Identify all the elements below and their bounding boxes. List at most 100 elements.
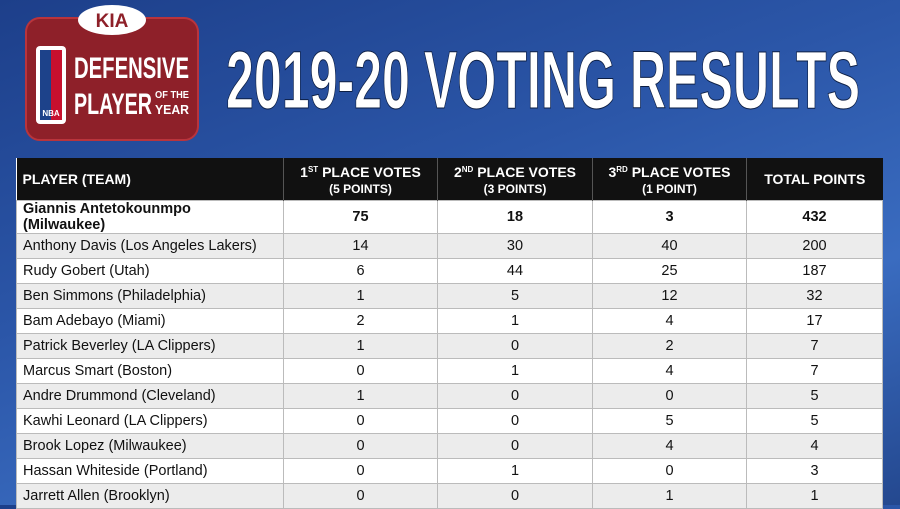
value-cell: 5 [592, 408, 747, 434]
header-ordinal-suffix: ST [307, 164, 319, 174]
kia-oval [78, 5, 146, 35]
value-cell: 1 [437, 308, 593, 334]
header-cell: 1ST PLACE VOTES (5 POINTS) [283, 158, 438, 201]
value-cell: 30 [437, 233, 593, 259]
value-cell: 5 [746, 383, 883, 409]
player-cell: Hassan Whiteside (Portland) [16, 458, 284, 484]
nba-logo-blue [40, 50, 51, 120]
value-cell: 25 [592, 258, 747, 284]
value-cell: 3 [592, 200, 747, 234]
value-cell: 12 [592, 283, 747, 309]
value-cell: 32 [746, 283, 883, 309]
value-cell: 1 [283, 333, 438, 359]
value-cell: 0 [437, 408, 593, 434]
value-cell: 75 [283, 200, 438, 234]
value-cell: 5 [746, 408, 883, 434]
header-ordinal: 3 [608, 163, 617, 180]
table-row: Brook Lopez (Milwaukee) 0 0 4 4 [16, 433, 883, 459]
player-cell: Kawhi Leonard (LA Clippers) [16, 408, 284, 434]
table-row: Giannis Antetokounmpo (Milwaukee) 75 18 3 43… [16, 200, 883, 234]
value-cell: 4 [592, 308, 747, 334]
header-label: PLAYER (TEAM) [22, 171, 131, 187]
player-cell: Bam Adebayo (Miami) [16, 308, 284, 334]
value-cell: 14 [283, 233, 438, 259]
value-cell: 40 [592, 233, 747, 259]
table-row: Hassan Whiteside (Portland) 0 1 0 3 [16, 458, 883, 484]
header-label: PLACE VOTES [631, 163, 731, 180]
player-cell: Marcus Smart (Boston) [16, 358, 284, 384]
player-cell: Brook Lopez (Milwaukee) [16, 433, 284, 459]
player-cell: Giannis Antetokounmpo (Milwaukee) [16, 200, 284, 234]
header-points: (1 POINT) [642, 181, 697, 196]
logo-line2: PLAYER [74, 88, 152, 121]
value-cell: 0 [592, 458, 747, 484]
value-cell: 0 [283, 458, 438, 484]
logo-line1: DEFENSIVE [74, 52, 189, 85]
value-cell: 3 [746, 458, 883, 484]
value-cell: 4 [746, 433, 883, 459]
header-cell: PLAYER (TEAM) [16, 158, 284, 201]
value-cell: 6 [283, 258, 438, 284]
header-label: TOTAL POINTS [764, 171, 866, 187]
value-cell: 1 [437, 458, 593, 484]
value-cell: 1 [283, 383, 438, 409]
value-cell: 0 [283, 408, 438, 434]
table-row: Patrick Beverley (LA Clippers) 1 0 2 7 [16, 333, 883, 359]
header-label: PLACE VOTES [322, 163, 421, 180]
player-cell: Patrick Beverley (LA Clippers) [16, 333, 284, 359]
logo-brand: KIA [96, 11, 129, 32]
value-cell: 200 [746, 233, 883, 259]
value-cell: 1 [437, 358, 593, 384]
value-cell: 0 [592, 383, 747, 409]
table-row: Ben Simmons (Philadelphia) 1 5 12 32 [16, 283, 883, 309]
header-points: (3 POINTS) [483, 181, 547, 196]
player-cell: Anthony Davis (Los Angeles Lakers) [16, 233, 284, 259]
value-cell: 432 [746, 200, 883, 234]
logo-line3b: YEAR [155, 102, 190, 117]
logo-league: NBA [42, 109, 60, 118]
banner: KIA NBA DEFENSIVE PLAYER OF THE YEAR 201… [25, 5, 861, 141]
header-row: PLAYER (TEAM) 1ST PLACE VOTES (5 POINTS) 2N… [16, 158, 883, 201]
table-row: Andre Drummond (Cleveland) 1 0 0 5 [16, 383, 883, 409]
player-cell: Andre Drummond (Cleveland) [16, 383, 284, 409]
value-cell: 2 [592, 333, 747, 359]
table-row: Marcus Smart (Boston) 0 1 4 7 [16, 358, 883, 384]
header-ordinal: 2 [453, 163, 462, 180]
value-cell: 4 [592, 433, 747, 459]
table-row: Anthony Davis (Los Angeles Lakers) 14 30 40… [16, 233, 883, 259]
player-cell: Ben Simmons (Philadelphia) [16, 283, 284, 309]
value-cell: 44 [437, 258, 593, 284]
value-cell: 18 [437, 200, 593, 234]
value-cell: 0 [437, 333, 593, 359]
header-label: PLACE VOTES [477, 163, 577, 180]
value-cell: 7 [746, 333, 883, 359]
header-cell: TOTAL POINTS [746, 158, 883, 201]
header-cell: 2ND PLACE VOTES (3 POINTS) [437, 158, 593, 201]
value-cell: 5 [437, 283, 593, 309]
value-cell: 0 [437, 383, 593, 409]
logo-line3a: OF THE [155, 90, 189, 101]
results-table: PLAYER (TEAM) 1ST PLACE VOTES (5 POINTS) 2N… [16, 158, 883, 509]
value-cell: 2 [283, 308, 438, 334]
header-ordinal-suffix: ND [461, 164, 474, 174]
table-row: Bam Adebayo (Miami) 2 1 4 17 [16, 308, 883, 334]
value-cell: 0 [437, 433, 593, 459]
value-cell: 0 [283, 358, 438, 384]
player-cell: Rudy Gobert (Utah) [16, 258, 284, 284]
value-cell: 187 [746, 258, 883, 284]
value-cell: 17 [746, 308, 883, 334]
nba-logo-red [51, 50, 62, 120]
header-points: (5 POINTS) [329, 181, 392, 196]
table-body: Giannis Antetokounmpo (Milwaukee) 75 18 3 43… [16, 200, 883, 509]
header-ordinal: 1 [300, 163, 308, 180]
table-row: Rudy Gobert (Utah) 6 44 25 187 [16, 258, 883, 284]
value-cell: 7 [746, 358, 883, 384]
header-cell: 3RD PLACE VOTES (1 POINT) [592, 158, 747, 201]
value-cell: 4 [592, 358, 747, 384]
table-row: Kawhi Leonard (LA Clippers) 0 0 5 5 [16, 408, 883, 434]
value-cell: 1 [283, 283, 438, 309]
value-cell: 0 [283, 433, 438, 459]
title: 2019-20 VOTING RESULTS [226, 35, 860, 126]
header-ordinal-suffix: RD [616, 164, 628, 174]
